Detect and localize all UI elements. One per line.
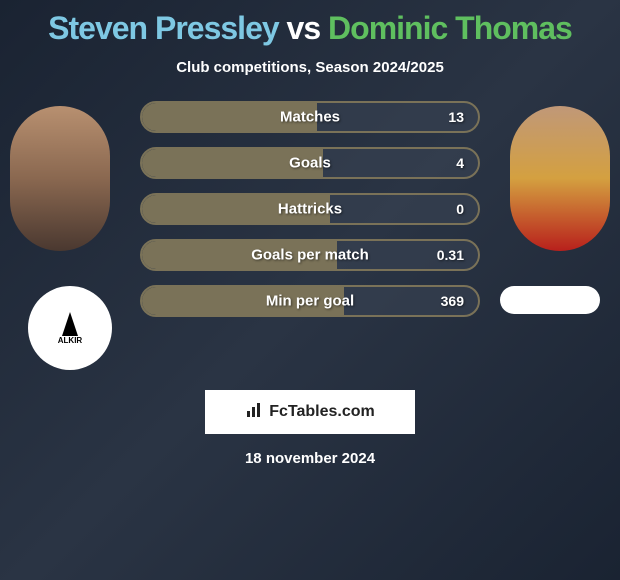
stat-label: Goals per match xyxy=(251,247,369,264)
chart-icon xyxy=(245,401,263,424)
player2-name: Dominic Thomas xyxy=(328,10,572,46)
stat-label: Matches xyxy=(280,109,340,126)
stat-row-goals-per-match: Goals per match 0.31 xyxy=(140,239,480,271)
stat-label: Min per goal xyxy=(266,293,354,310)
content-area: ALKIR Matches 13 Goals 4 Hattricks 0 Goa… xyxy=(0,106,620,406)
stat-value: 369 xyxy=(441,293,464,309)
stat-value: 0 xyxy=(456,201,464,217)
site-name: FcTables.com xyxy=(269,403,375,421)
player2-club-logo xyxy=(500,286,600,314)
site-badge[interactable]: FcTables.com xyxy=(205,390,415,434)
player2-photo xyxy=(510,106,610,251)
stat-value: 13 xyxy=(448,109,464,125)
club-logo-inner: ALKIR xyxy=(40,298,100,358)
vs-text: vs xyxy=(287,10,321,46)
player1-club-logo: ALKIR xyxy=(28,286,112,370)
stat-row-hattricks: Hattricks 0 xyxy=(140,193,480,225)
date-text: 18 november 2024 xyxy=(245,450,375,467)
stat-row-min-per-goal: Min per goal 369 xyxy=(140,285,480,317)
club-name-text: ALKIR xyxy=(58,336,82,345)
stat-row-matches: Matches 13 xyxy=(140,101,480,133)
stat-value: 4 xyxy=(456,155,464,171)
player1-name: Steven Pressley xyxy=(48,10,279,46)
stat-label: Hattricks xyxy=(278,201,342,218)
steeple-icon xyxy=(62,312,78,336)
player1-photo xyxy=(10,106,110,251)
stat-row-goals: Goals 4 xyxy=(140,147,480,179)
subtitle: Club competitions, Season 2024/2025 xyxy=(0,59,620,76)
stat-value: 0.31 xyxy=(437,247,464,263)
stat-label: Goals xyxy=(289,155,331,172)
stats-container: Matches 13 Goals 4 Hattricks 0 Goals per… xyxy=(140,101,480,331)
comparison-title: Steven Pressley vs Dominic Thomas xyxy=(0,0,620,47)
